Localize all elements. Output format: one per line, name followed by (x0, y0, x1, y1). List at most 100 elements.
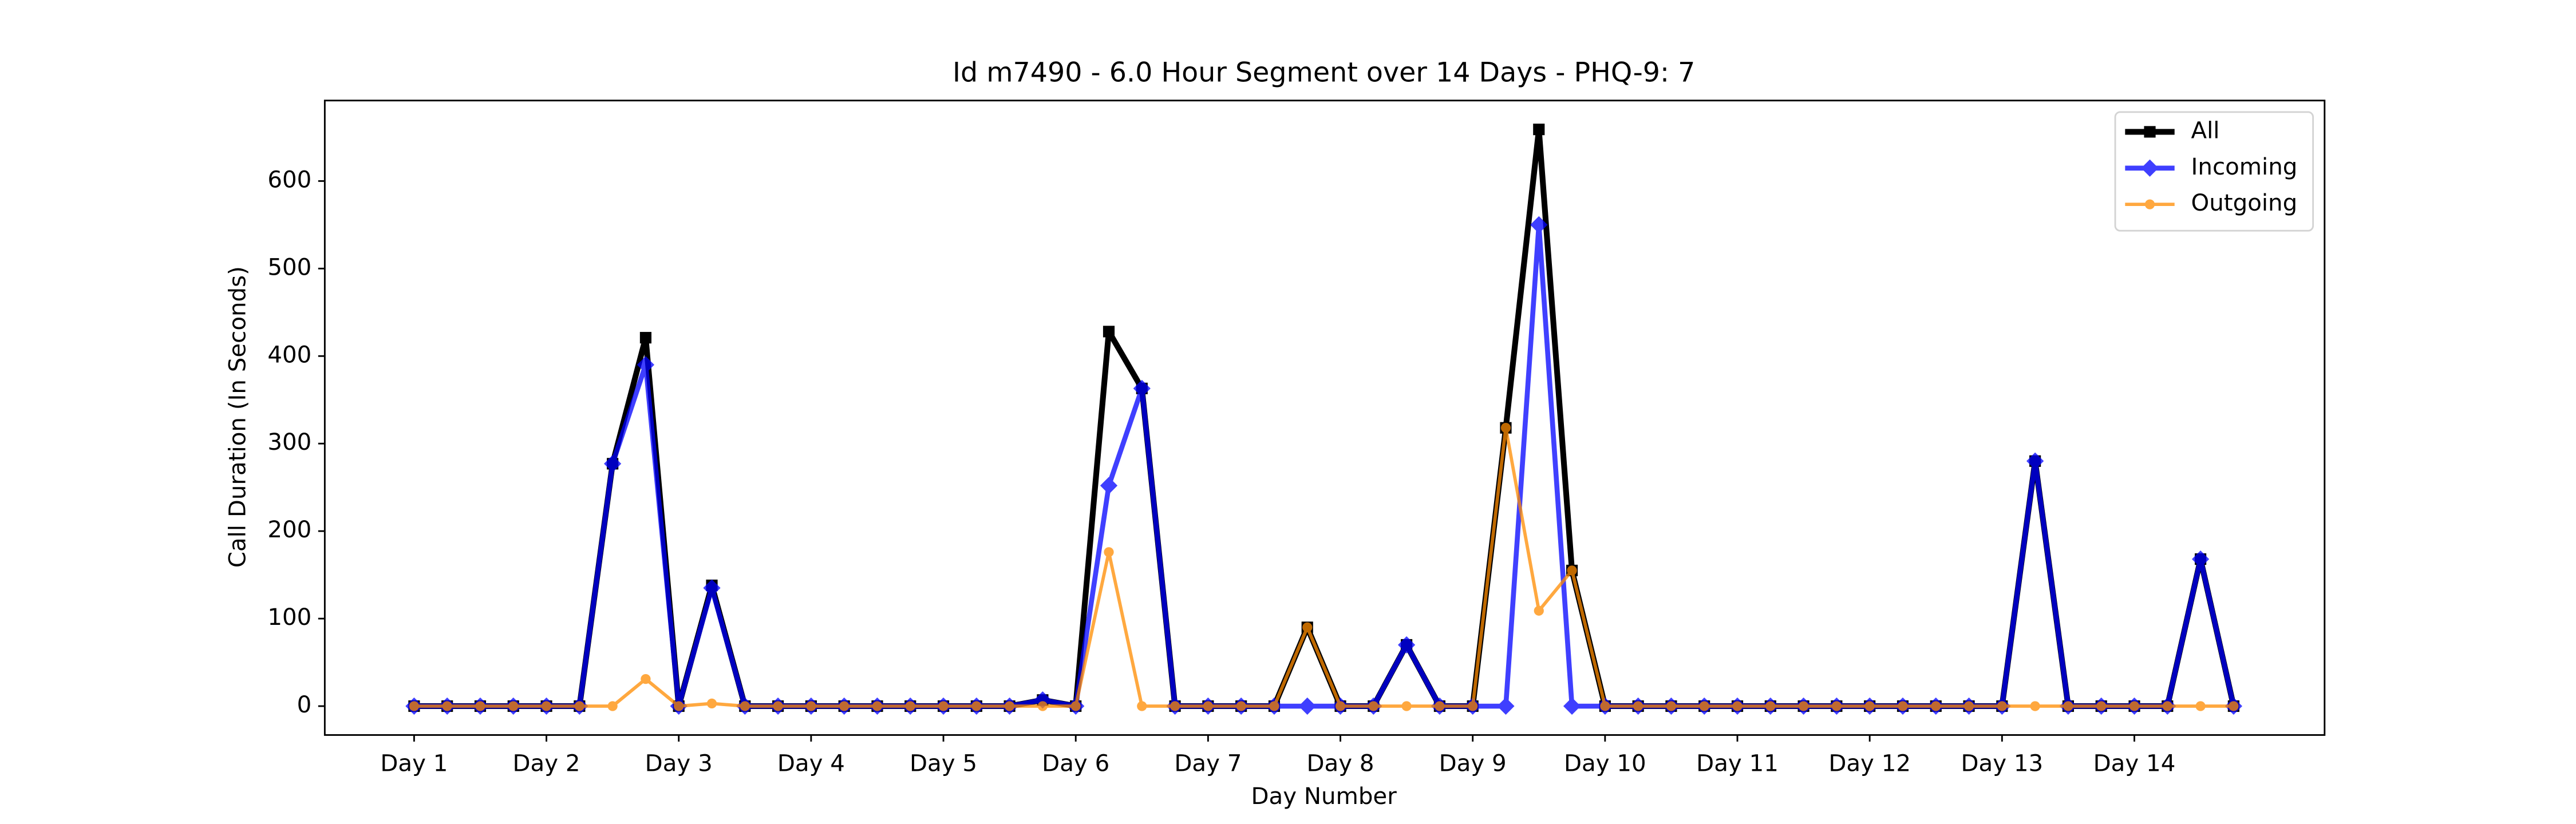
marker (1864, 701, 1875, 711)
marker (971, 701, 982, 711)
marker (1103, 326, 1115, 338)
marker (740, 701, 750, 711)
marker (1600, 701, 1610, 711)
legend-box (2114, 111, 2314, 232)
marker (641, 674, 651, 684)
marker (442, 701, 452, 711)
marker (1070, 701, 1081, 711)
marker (1203, 701, 1214, 711)
marker (1765, 701, 1776, 711)
legend-label: All (2191, 117, 2220, 144)
legend-entry (2125, 126, 2175, 138)
marker (1302, 622, 1313, 633)
marker (1533, 124, 1545, 136)
x-tick-label: Day 11 (1696, 750, 1779, 777)
marker (409, 701, 420, 711)
marker (1037, 701, 1048, 711)
x-axis-label: Day Number (1251, 783, 1397, 810)
marker (1567, 565, 1577, 576)
marker (1963, 701, 1974, 711)
x-tick-label: Day 7 (1174, 750, 1242, 777)
marker (1100, 477, 1118, 494)
marker (1335, 701, 1346, 711)
x-tick-label: Day 12 (1828, 750, 1911, 777)
legend-label: Outgoing (2191, 189, 2298, 216)
series (408, 124, 2239, 712)
marker (1298, 697, 1316, 715)
y-tick-label: 600 (267, 166, 311, 193)
legend-entry (2125, 159, 2175, 177)
y-tick-label: 500 (267, 253, 311, 280)
marker (1004, 701, 1015, 711)
line (414, 126, 2237, 710)
marker (1269, 701, 1279, 711)
marker (1137, 701, 1147, 711)
chart-title: Id m7490 - 6.0 Hour Segment over 14 Days… (953, 57, 1695, 89)
marker (1898, 701, 1908, 711)
marker (574, 701, 584, 711)
y-axis-label: Call Duration (In Seconds) (224, 266, 251, 568)
marker (637, 356, 655, 374)
marker (1497, 697, 1515, 715)
marker (2191, 550, 2210, 568)
y-tick-label: 200 (267, 516, 311, 543)
legend: All Incoming Outgoing (2114, 111, 2314, 232)
x-tick-label: Day 2 (513, 750, 580, 777)
marker (1530, 216, 1548, 233)
x-tick-label: Day 5 (910, 750, 977, 777)
plot-frame (323, 100, 2326, 736)
marker (475, 701, 485, 711)
marker (905, 701, 915, 711)
marker (839, 701, 850, 711)
marker (806, 701, 816, 711)
marker (2063, 701, 2073, 711)
legend-entry (2125, 199, 2175, 209)
marker (773, 701, 783, 711)
marker (1997, 701, 2007, 711)
marker (1170, 701, 1180, 711)
marker (1831, 701, 1842, 711)
x-tick-label: Day 1 (380, 750, 448, 777)
marker (508, 701, 519, 711)
marker (1500, 423, 1511, 433)
x-tick-label: Day 10 (1564, 750, 1646, 777)
marker (1563, 697, 1581, 715)
marker (607, 701, 618, 711)
marker (2162, 701, 2172, 711)
marker (706, 698, 717, 709)
marker (2129, 701, 2140, 711)
marker (1699, 701, 1709, 711)
marker (1798, 701, 1809, 711)
marker (1534, 605, 1544, 616)
marker (2141, 159, 2159, 177)
y-tick-label: 0 (297, 691, 312, 718)
marker (1468, 701, 1478, 711)
marker (2144, 199, 2155, 209)
marker (1666, 701, 1677, 711)
marker (703, 579, 721, 597)
series (409, 423, 2239, 711)
legend-label: Incoming (2191, 153, 2298, 180)
marker (1236, 701, 1246, 711)
marker (674, 701, 684, 711)
marker (872, 701, 883, 711)
marker (2144, 126, 2156, 138)
y-tick-label: 400 (267, 341, 311, 368)
x-tick-label: Day 4 (777, 750, 845, 777)
y-tick-label: 300 (267, 429, 311, 455)
marker (1732, 701, 1743, 711)
x-tick-label: Day 14 (2093, 750, 2176, 777)
x-tick-label: Day 6 (1042, 750, 1109, 777)
x-tick-label: Day 13 (1961, 750, 2043, 777)
marker (2030, 701, 2040, 711)
marker (1104, 547, 1114, 557)
marker (1931, 701, 1941, 711)
marker (541, 701, 552, 711)
line (414, 426, 2234, 708)
marker (2229, 701, 2239, 711)
x-tick-label: Day 8 (1306, 750, 1374, 777)
marker (639, 332, 652, 344)
marker (1401, 701, 1412, 711)
x-tick-label: Day 9 (1439, 750, 1507, 777)
